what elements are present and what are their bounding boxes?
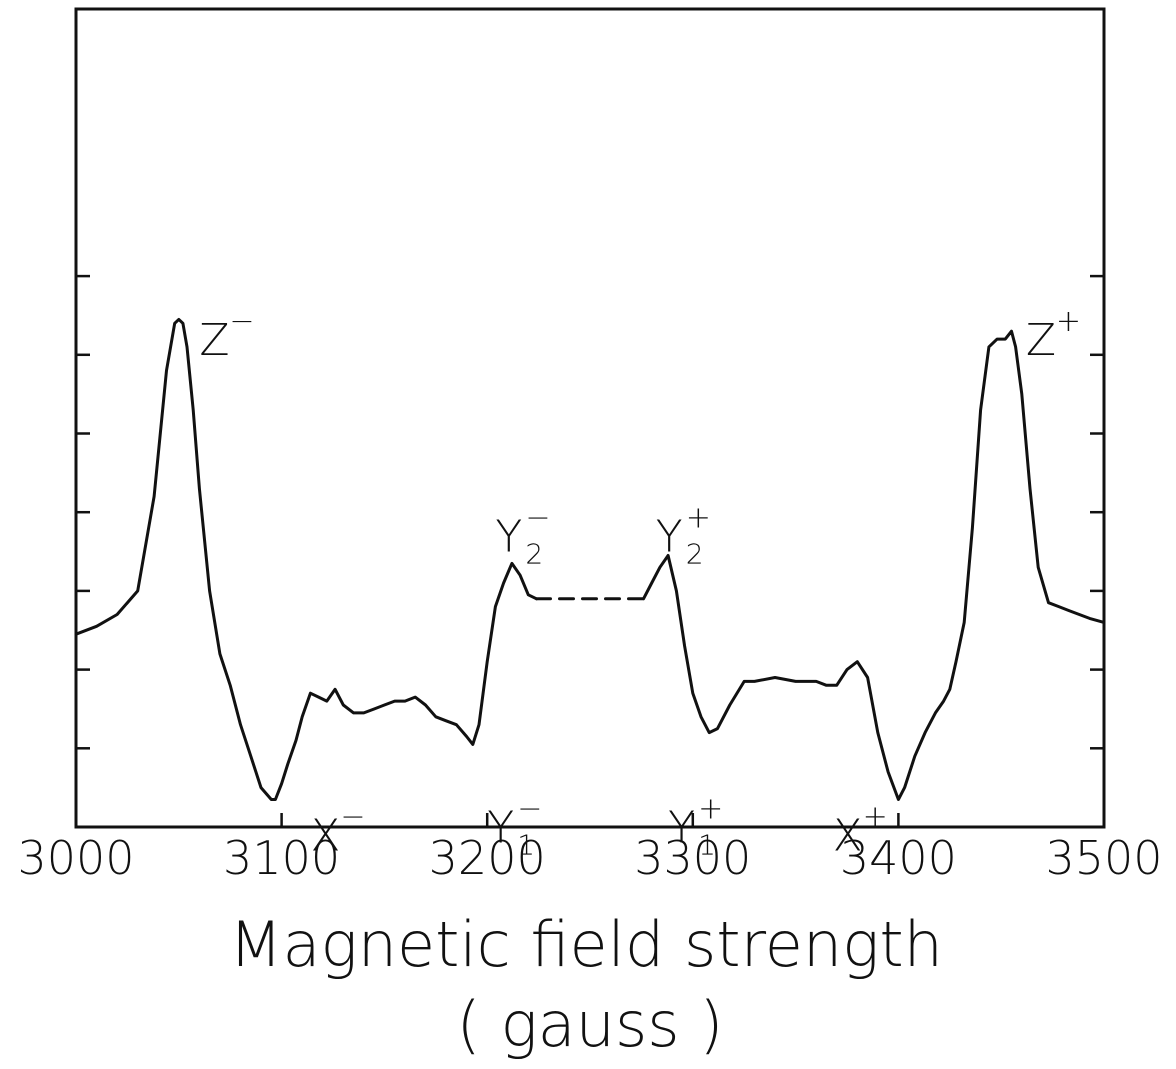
annotation-2: Y 2− <box>495 501 550 571</box>
annotation-6-sub: 1 <box>698 829 716 862</box>
x-tick-label-0: 3000 <box>17 831 134 885</box>
annotation-3-sup: + <box>686 501 711 536</box>
annotation-7-sup: + <box>863 800 888 835</box>
annotation-5-sub: 1 <box>517 829 535 862</box>
y-axis-ticks <box>76 274 1104 750</box>
x-axis-ticks: 3000 3100 3200 3300 3400 3500 <box>17 813 1163 885</box>
annotation-4-base: X <box>310 811 340 862</box>
annotation-1: Z + <box>1026 304 1081 366</box>
annotation-7-base: X <box>833 811 863 862</box>
series-0-solid-segment-0 <box>74 317 538 801</box>
x-tick-label-2: 3200 <box>429 831 546 885</box>
annotation-3: Y 2+ <box>656 501 711 571</box>
annotation-2-sup: − <box>525 501 550 536</box>
x-tick-label-1: 3100 <box>223 831 340 885</box>
annotation-0-base: Z <box>199 315 229 366</box>
annotation-5-sup: − <box>517 792 542 827</box>
annotation-3-base: Y <box>656 512 683 563</box>
annotation-4: X − <box>310 800 365 862</box>
annotation-6-base: Y <box>668 803 695 854</box>
annotation-3-sub: 2 <box>686 538 704 571</box>
annotation-5: Y 1− <box>487 792 542 862</box>
x-axis-label: Magnetic field strength <box>229 908 943 981</box>
annotation-6-sup: + <box>698 792 723 827</box>
x-axis-unit: ( gauss ) <box>457 988 724 1061</box>
annotation-2-base: Y <box>495 512 522 563</box>
annotation-0-sup: − <box>229 304 254 339</box>
annotation-1-sup: + <box>1056 304 1081 339</box>
plot-frame <box>74 7 1106 829</box>
annotation-1-base: Z <box>1026 315 1056 366</box>
series-0-solid-segment-2 <box>642 329 1106 801</box>
annotation-5-base: Y <box>487 803 514 854</box>
peak-annotations: Z − Z +Y 2− Y 2+X − Y 1− Y 1+X + <box>199 304 1081 862</box>
annotation-4-sup: − <box>340 800 365 835</box>
annotation-6: Y 1+ <box>668 792 723 862</box>
annotation-2-sub: 2 <box>525 538 543 571</box>
x-tick-label-5: 3500 <box>1045 831 1162 885</box>
x-tick-label-3: 3300 <box>634 831 751 885</box>
x-tick-label-4: 3400 <box>840 831 957 885</box>
annotation-7: X + <box>833 800 888 862</box>
spectrum-series <box>74 317 1106 801</box>
annotation-0: Z − <box>199 304 254 366</box>
